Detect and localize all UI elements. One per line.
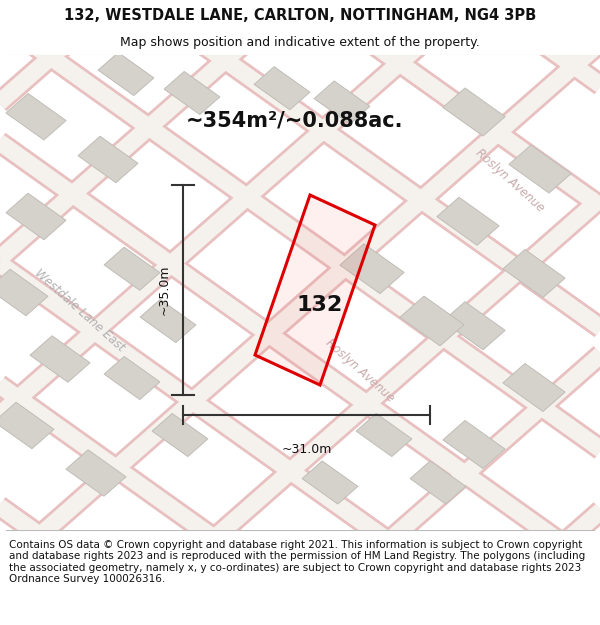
Text: ~31.0m: ~31.0m: [281, 443, 332, 456]
Polygon shape: [66, 450, 126, 496]
Polygon shape: [254, 67, 310, 110]
Text: ~354m²/~0.088ac.: ~354m²/~0.088ac.: [186, 110, 404, 130]
Text: Westdale Lane East: Westdale Lane East: [32, 266, 128, 354]
Polygon shape: [104, 356, 160, 399]
Polygon shape: [6, 193, 66, 240]
Polygon shape: [443, 421, 505, 469]
Text: 132, WESTDALE LANE, CARLTON, NOTTINGHAM, NG4 3PB: 132, WESTDALE LANE, CARLTON, NOTTINGHAM,…: [64, 8, 536, 23]
Polygon shape: [30, 336, 90, 382]
Polygon shape: [356, 414, 412, 456]
Text: Roslyn Avenue: Roslyn Avenue: [473, 146, 547, 214]
Polygon shape: [400, 296, 464, 346]
Polygon shape: [443, 88, 505, 136]
Polygon shape: [6, 94, 66, 140]
Polygon shape: [255, 195, 375, 385]
Polygon shape: [509, 145, 571, 193]
Polygon shape: [437, 198, 499, 245]
Text: Roslyn Avenue: Roslyn Avenue: [323, 336, 397, 404]
Text: 132: 132: [297, 295, 343, 315]
Polygon shape: [443, 302, 505, 350]
Polygon shape: [98, 52, 154, 96]
Polygon shape: [340, 244, 404, 294]
Polygon shape: [0, 402, 54, 449]
Polygon shape: [140, 299, 196, 343]
Text: Map shows position and indicative extent of the property.: Map shows position and indicative extent…: [120, 36, 480, 49]
Polygon shape: [410, 461, 466, 504]
Polygon shape: [302, 461, 358, 504]
Polygon shape: [503, 364, 565, 411]
Polygon shape: [104, 248, 160, 290]
Text: Contains OS data © Crown copyright and database right 2021. This information is : Contains OS data © Crown copyright and d…: [9, 539, 585, 584]
Polygon shape: [164, 71, 220, 114]
Polygon shape: [314, 81, 370, 124]
Polygon shape: [78, 136, 138, 182]
Polygon shape: [503, 249, 565, 298]
Polygon shape: [152, 414, 208, 456]
Polygon shape: [0, 269, 48, 316]
Text: ~35.0m: ~35.0m: [157, 265, 170, 315]
